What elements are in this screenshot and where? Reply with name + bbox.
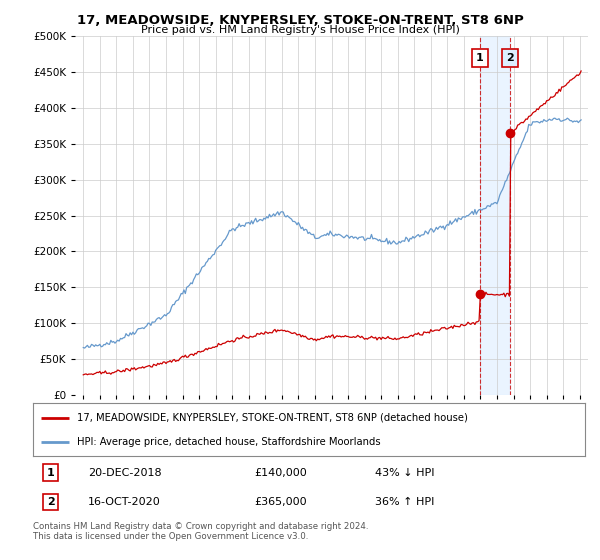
Text: 36% ↑ HPI: 36% ↑ HPI bbox=[375, 497, 434, 507]
Text: 20-DEC-2018: 20-DEC-2018 bbox=[88, 468, 162, 478]
Text: Price paid vs. HM Land Registry's House Price Index (HPI): Price paid vs. HM Land Registry's House … bbox=[140, 25, 460, 35]
Text: Contains HM Land Registry data © Crown copyright and database right 2024.
This d: Contains HM Land Registry data © Crown c… bbox=[33, 522, 368, 542]
Text: £365,000: £365,000 bbox=[254, 497, 307, 507]
Text: £140,000: £140,000 bbox=[254, 468, 307, 478]
Bar bbox=[480, 36, 510, 395]
Text: 17, MEADOWSIDE, KNYPERSLEY, STOKE-ON-TRENT, ST8 6NP (detached house): 17, MEADOWSIDE, KNYPERSLEY, STOKE-ON-TRE… bbox=[77, 413, 468, 423]
Text: HPI: Average price, detached house, Staffordshire Moorlands: HPI: Average price, detached house, Staf… bbox=[77, 437, 381, 447]
Text: 1: 1 bbox=[476, 53, 484, 63]
Text: 1: 1 bbox=[47, 468, 55, 478]
Text: 17, MEADOWSIDE, KNYPERSLEY, STOKE-ON-TRENT, ST8 6NP: 17, MEADOWSIDE, KNYPERSLEY, STOKE-ON-TRE… bbox=[77, 14, 523, 27]
Text: 2: 2 bbox=[506, 53, 514, 63]
Text: 2: 2 bbox=[47, 497, 55, 507]
Text: 16-OCT-2020: 16-OCT-2020 bbox=[88, 497, 161, 507]
Text: 43% ↓ HPI: 43% ↓ HPI bbox=[375, 468, 435, 478]
